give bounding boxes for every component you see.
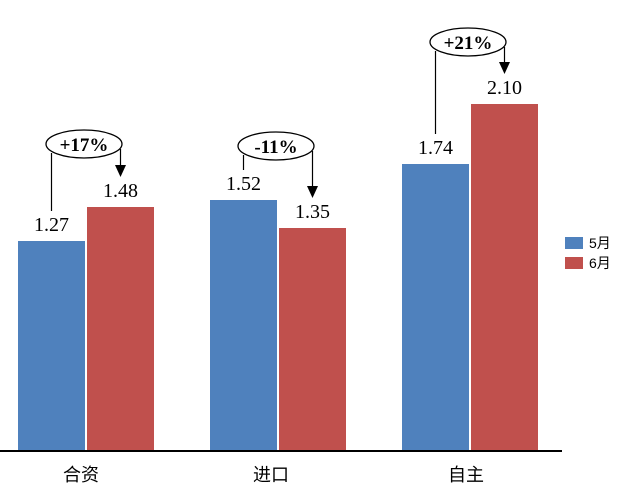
annotation-percent-label: -11% [254, 137, 297, 158]
legend-swatch-icon [565, 237, 583, 249]
annotation-arrowhead-down-icon [307, 186, 318, 198]
annotation-percent-label: +17% [60, 135, 109, 156]
annotation-percent-label: +21% [444, 33, 493, 54]
annotation-ellipse [45, 129, 123, 159]
annotation-ellipse [429, 27, 507, 57]
annotation-group-cat2: -11% [237, 131, 318, 198]
annotation-ellipse [237, 131, 315, 161]
annotation-group-cat1: +17% [45, 129, 126, 211]
legend-swatch-icon [565, 257, 583, 269]
x-axis-line [0, 450, 562, 452]
annotation-arrowhead-down-icon [115, 165, 126, 177]
legend-label: 5月 [589, 235, 611, 251]
legend-item-series1: 5月 [565, 233, 611, 253]
annotation-group-cat3: +21% [429, 27, 510, 134]
legend: 5月 6月 [565, 233, 611, 273]
legend-label: 6月 [589, 255, 611, 271]
annotation-arrowhead-down-icon [499, 62, 510, 74]
legend-item-series2: 6月 [565, 253, 611, 273]
